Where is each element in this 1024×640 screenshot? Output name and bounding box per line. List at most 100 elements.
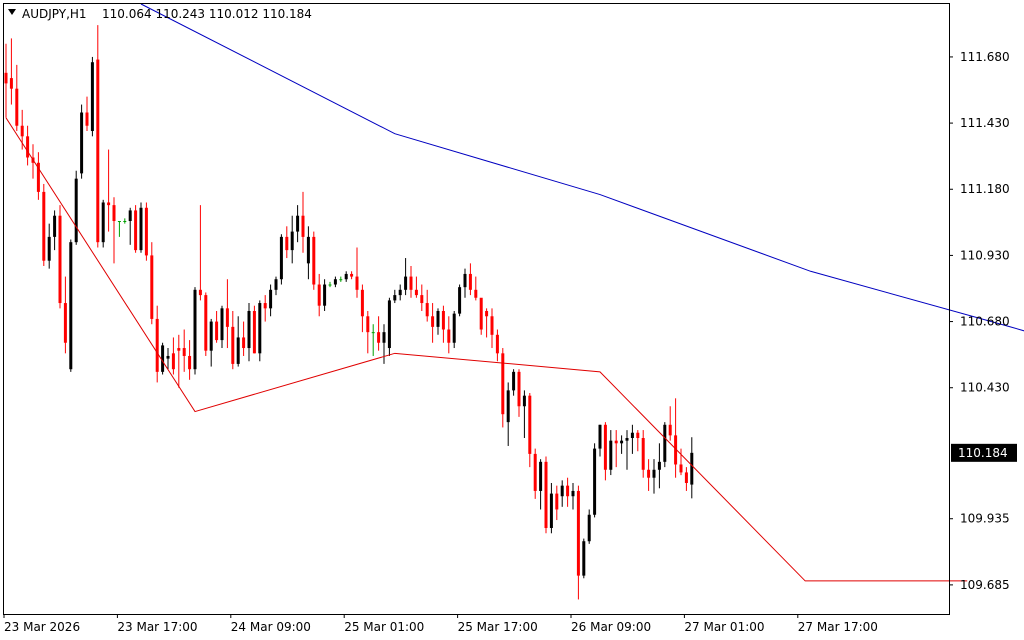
candle-body (166, 355, 170, 359)
candle (690, 437, 694, 499)
candle-body (479, 297, 483, 330)
candle (447, 316, 451, 354)
candle (674, 398, 678, 478)
candle (598, 424, 602, 457)
upper-trend-line (140, 3, 1024, 332)
candle-body (490, 316, 494, 335)
candle-body (312, 236, 316, 285)
candle-body (377, 332, 381, 343)
candle (468, 263, 472, 296)
triangle-down-icon[interactable] (8, 9, 16, 15)
candle (139, 202, 143, 253)
candle-body (674, 435, 678, 465)
candle-body (182, 348, 186, 356)
candle-body (458, 287, 462, 314)
candle-body (263, 303, 267, 309)
candle (366, 310, 370, 354)
candle-body (123, 221, 127, 223)
candle (4, 43, 8, 118)
candle (182, 329, 186, 372)
candle-body (53, 215, 57, 237)
candle-body (398, 289, 402, 296)
candle-body (20, 125, 24, 137)
candle-body (414, 289, 418, 296)
candle (603, 422, 607, 481)
lower-trend-line (5, 117, 968, 582)
candle (225, 279, 229, 349)
candle-body (576, 490, 580, 576)
candle (90, 56, 94, 137)
x-tick-label: 26 Mar 09:00 (571, 620, 651, 634)
candle-body (425, 303, 429, 317)
candle (458, 284, 462, 317)
x-tick-label: 23 Mar 17:00 (117, 620, 197, 634)
candle-body (74, 178, 78, 243)
candle (355, 247, 359, 298)
candle (425, 289, 429, 322)
x-tick-label: 24 Mar 09:00 (231, 620, 311, 634)
candle (506, 382, 510, 446)
candle (609, 430, 613, 476)
candle-body (652, 469, 656, 478)
candle-body (101, 202, 105, 243)
candle (501, 348, 505, 428)
candle-body (393, 295, 397, 301)
candle (155, 305, 159, 383)
candle-body (150, 255, 154, 319)
candle (193, 287, 197, 375)
candle-body (96, 59, 100, 243)
candle-body (506, 390, 510, 423)
candle-body (204, 295, 208, 351)
candle-body (609, 440, 613, 470)
candle-body (544, 461, 548, 528)
candle-body (155, 318, 159, 372)
candle-body (215, 321, 219, 341)
candle-body (366, 316, 370, 333)
candle (528, 393, 532, 468)
candle-body (69, 242, 73, 370)
candle (134, 205, 138, 253)
candle (58, 205, 62, 309)
candle-body (328, 284, 332, 286)
y-tick-label: 110.930 (960, 248, 1010, 262)
chart-header[interactable]: AUDJPY,H1 110.064 110.243 110.012 110.18… (8, 7, 312, 21)
candle (128, 207, 132, 245)
candle-body (468, 273, 472, 290)
candle-body (447, 329, 451, 343)
candle (587, 509, 591, 544)
candle (549, 483, 553, 534)
candle (463, 268, 467, 298)
candle (333, 276, 337, 288)
candle (387, 297, 391, 356)
candle-body (242, 337, 246, 349)
current-price-tag: 110.184 (951, 443, 1017, 462)
candle-body (225, 308, 229, 327)
candle (306, 226, 310, 280)
candles-layer (4, 25, 694, 600)
candle-body (274, 279, 278, 290)
candle (566, 477, 570, 507)
candle (431, 303, 435, 343)
candle (204, 292, 208, 356)
candle (69, 239, 73, 372)
candle (220, 305, 224, 349)
symbol-label: AUDJPY,H1 (22, 7, 87, 21)
candle-body (571, 490, 575, 497)
candle (47, 223, 51, 269)
candle (9, 38, 13, 105)
candle (652, 459, 656, 494)
candle (544, 456, 548, 534)
candle (252, 305, 256, 354)
candle-body (80, 112, 84, 174)
candle (657, 443, 661, 489)
y-tick-label: 111.430 (960, 116, 1010, 130)
candle-body (339, 279, 343, 281)
candle (420, 284, 424, 311)
indicator-lines (5, 3, 1024, 582)
candle (560, 480, 564, 507)
candle-body (4, 72, 8, 84)
candle-body (90, 62, 94, 132)
candle-body (63, 303, 67, 343)
